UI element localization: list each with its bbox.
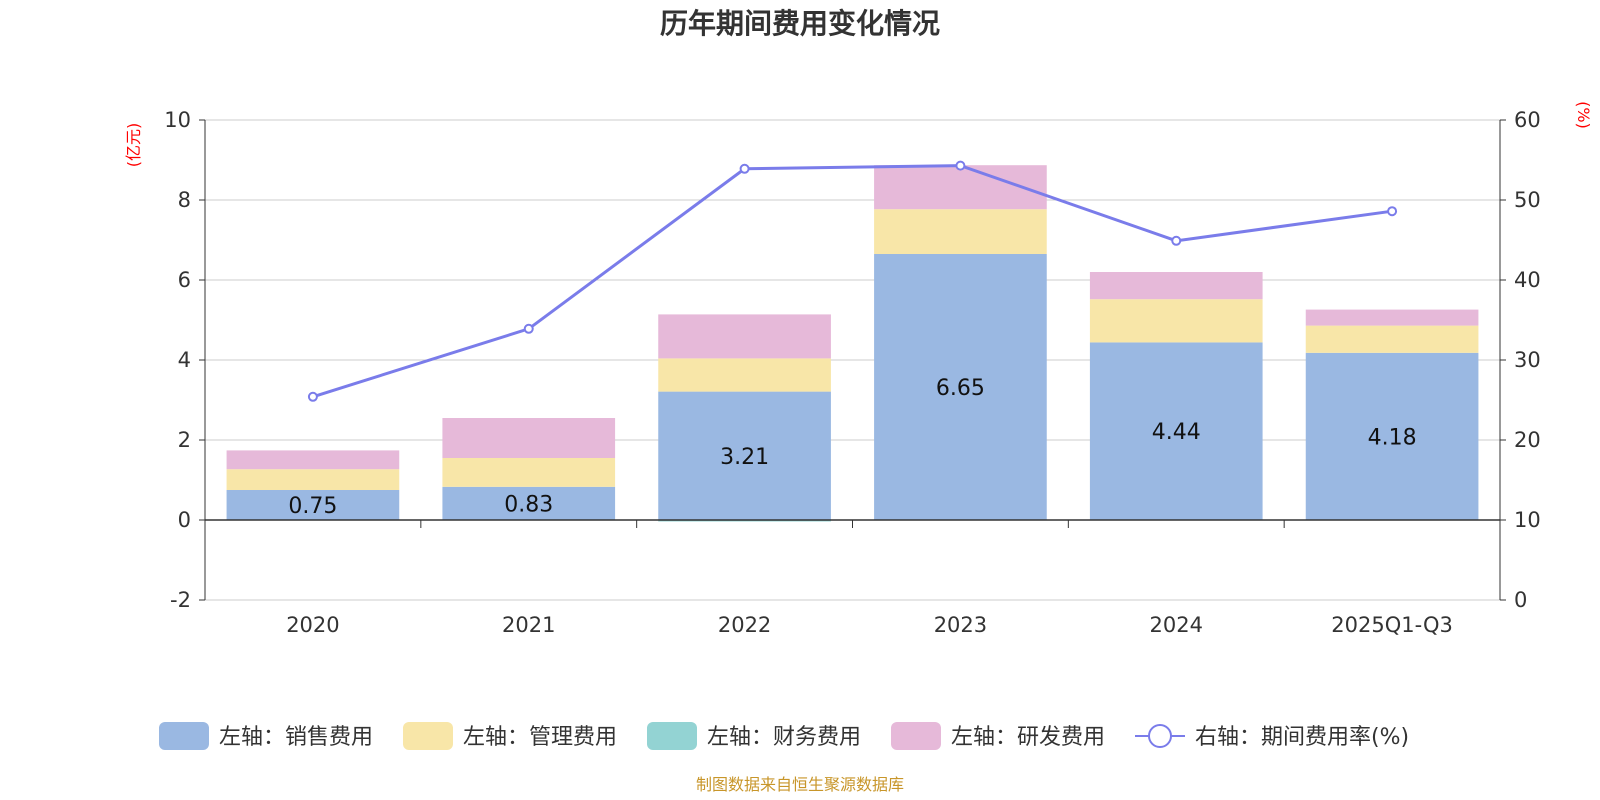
bar-segment — [1089, 272, 1263, 300]
bar-segment — [442, 486, 616, 520]
bar-segment — [874, 209, 1047, 254]
right-tick-label: 30 — [1514, 348, 1541, 372]
x-tick-label: 2020 — [286, 613, 339, 637]
bars — [226, 165, 1479, 522]
bar-segment — [1305, 325, 1479, 353]
bar-segment — [226, 450, 400, 470]
bar-segment — [658, 391, 831, 520]
bar-segment — [658, 314, 831, 359]
right-tick-label: 20 — [1514, 428, 1541, 452]
bar-segment — [874, 254, 1047, 520]
right-tick-label: 50 — [1514, 188, 1541, 212]
bar-value-label: 4.18 — [1368, 425, 1417, 450]
bar-segment — [442, 458, 616, 487]
rate-line — [307, 160, 1398, 402]
rate-point — [1171, 235, 1182, 246]
x-tick-label: 2024 — [1150, 613, 1203, 637]
bar-value-label: 4.44 — [1152, 420, 1201, 445]
left-tick-label: 6 — [178, 268, 191, 292]
legend-swatch — [891, 722, 941, 750]
right-tick-label: 10 — [1514, 508, 1541, 532]
right-tick-label: 40 — [1514, 268, 1541, 292]
legend-marker — [1148, 724, 1172, 748]
left-tick-label: 0 — [178, 508, 191, 532]
x-tick-label: 2021 — [502, 613, 555, 637]
source-note: 制图数据来自恒生聚源数据库 — [696, 775, 904, 794]
left-tick-label: -2 — [170, 588, 191, 612]
x-tick-label: 2023 — [934, 613, 987, 637]
bar-segment — [1089, 299, 1263, 343]
bar-segment — [658, 358, 831, 392]
chart-title: 历年期间费用变化情况 — [660, 7, 940, 40]
rate-point — [739, 163, 750, 174]
legend-label: 左轴：管理费用 — [463, 725, 617, 750]
right-tick-label: 60 — [1514, 108, 1541, 132]
axes: -2 0 2 4 6 8 10 0 10 20 30 40 50 60 2020 2021 2022 2023 20… — [164, 108, 1540, 637]
rate-line-path — [312, 164, 1393, 399]
left-tick-label: 10 — [164, 108, 191, 132]
data-labels: 0.75 0.83 3.21 6.65 4.44 4.18 — [288, 376, 1416, 519]
x-tick-label: 2022 — [718, 613, 771, 637]
legend: 左轴：销售费用 左轴：管理费用 左轴：财务费用 左轴：研发费用 右轴：期间费用率(%) — [159, 722, 1409, 750]
bar-segment — [1089, 342, 1263, 520]
rate-point — [955, 160, 966, 171]
legend-swatch — [647, 722, 697, 750]
bar-value-label: 0.75 — [288, 494, 337, 519]
left-axis-unit: (亿元) — [124, 123, 143, 168]
bar-value-label: 6.65 — [936, 376, 985, 401]
bar-segment — [226, 469, 400, 490]
legend-swatch — [403, 722, 453, 750]
legend-label: 左轴：研发费用 — [951, 725, 1105, 750]
rate-point — [523, 323, 534, 334]
legend-label: 右轴：期间费用率(%) — [1195, 725, 1409, 750]
bar-value-label: 0.83 — [504, 492, 553, 517]
bar-value-label: 3.21 — [720, 445, 769, 470]
left-tick-label: 8 — [178, 188, 191, 212]
left-tick-label: 2 — [178, 428, 191, 452]
legend-label: 左轴：财务费用 — [707, 725, 861, 750]
bar-segment — [442, 418, 616, 458]
rate-point — [1387, 206, 1398, 217]
rate-point — [307, 391, 318, 402]
right-tick-label: 0 — [1514, 588, 1527, 612]
left-tick-label: 4 — [178, 348, 191, 372]
legend-label: 左轴：销售费用 — [219, 725, 373, 750]
x-tick-label: 2025Q1-Q3 — [1331, 613, 1453, 637]
bar-segment — [1305, 309, 1479, 326]
right-axis-unit: (%) — [1574, 101, 1593, 129]
bar-segment — [1305, 352, 1479, 520]
bar-segment — [226, 490, 400, 520]
legend-swatch — [159, 722, 209, 750]
